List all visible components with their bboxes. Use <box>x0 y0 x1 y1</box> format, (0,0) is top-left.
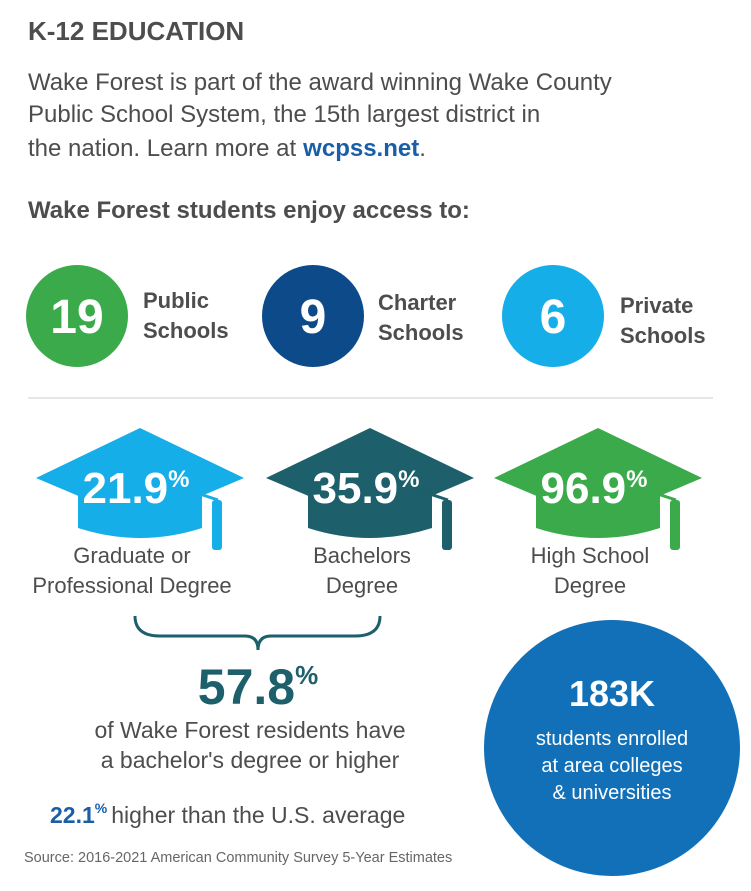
intro-line: Public School System, the 15th largest d… <box>28 101 540 128</box>
school-stat: 19 Public Schools <box>26 265 229 367</box>
summary-line: of Wake Forest residents have <box>94 717 405 743</box>
intro-line: the nation. Learn more at wcpss.net. <box>28 135 426 162</box>
enrollment-line: students enrolled <box>536 728 688 750</box>
period: . <box>419 135 426 162</box>
intro-line: Wake Forest is part of the award winning… <box>28 69 612 96</box>
cap-board <box>266 428 474 522</box>
degree-label: Professional Degree <box>32 573 231 598</box>
link[interactable]: wcpss.net <box>302 135 419 162</box>
degree-label: Degree <box>326 573 398 598</box>
brace <box>133 615 382 651</box>
unit: % <box>95 800 108 816</box>
enrollment-circle <box>484 620 740 876</box>
label: Schools <box>378 320 464 345</box>
label: Schools <box>143 318 229 343</box>
degree-label: Graduate or <box>73 543 190 568</box>
tassel <box>212 500 222 550</box>
summary-line: a bachelor's degree or higher <box>101 747 400 773</box>
degree-label: Degree <box>554 573 626 598</box>
unit: % <box>168 466 189 493</box>
value: 22.1 <box>50 802 95 828</box>
count: 6 <box>540 291 567 344</box>
unit: % <box>295 660 318 690</box>
value: 35.9 <box>313 464 399 513</box>
count: 19 <box>50 291 103 344</box>
summary-value: 57.8% <box>198 659 318 715</box>
enrollment-line: at area colleges <box>541 755 682 777</box>
enrollment-line: & universities <box>553 782 672 804</box>
tassel <box>670 500 680 550</box>
cap-board <box>494 428 702 522</box>
unit: % <box>398 466 419 493</box>
label: Public <box>143 288 209 313</box>
tassel-cord <box>371 473 449 502</box>
degree-caps: 21.9% Graduate or Professional Degree 35.9%… <box>32 428 702 598</box>
value: 96.9 <box>541 464 627 513</box>
badge <box>502 265 604 367</box>
value: 21.9 <box>83 464 169 513</box>
degree-value: 35.9% <box>313 464 420 513</box>
degree-label: Bachelors <box>313 543 411 568</box>
cap-board <box>36 428 244 522</box>
value: 57.8 <box>198 659 295 715</box>
access-heading: Wake Forest students enjoy access to: <box>28 197 470 224</box>
comparison: 22.1% higher than the U.S. average <box>50 800 405 828</box>
badge <box>262 265 364 367</box>
label: Charter <box>378 290 457 315</box>
intro-text: the nation. Learn more at <box>28 135 297 162</box>
degree-stat: 96.9% High School Degree <box>494 428 702 598</box>
degree-label: High School <box>531 543 650 568</box>
school-stat: 6 Private Schools <box>502 265 706 367</box>
badge <box>26 265 128 367</box>
count: 9 <box>300 291 327 344</box>
tassel-cord <box>599 473 677 502</box>
source: Source: 2016-2021 American Community Sur… <box>24 850 452 866</box>
tassel <box>442 500 452 550</box>
school-stat: 9 Charter Schools <box>262 265 464 367</box>
label: Schools <box>620 323 706 348</box>
unit: % <box>626 466 647 493</box>
degree-stat: 21.9% Graduate or Professional Degree <box>32 428 244 598</box>
degree-value: 21.9% <box>83 464 190 513</box>
enrollment-value: 183K <box>569 673 655 714</box>
title: K-12 EDUCATION <box>28 16 244 46</box>
degree-value: 96.9% <box>541 464 648 513</box>
label: Private <box>620 293 693 318</box>
tassel-cord <box>141 473 219 502</box>
degree-stat: 35.9% Bachelors Degree <box>266 428 474 598</box>
text: higher than the U.S. average <box>111 802 405 828</box>
